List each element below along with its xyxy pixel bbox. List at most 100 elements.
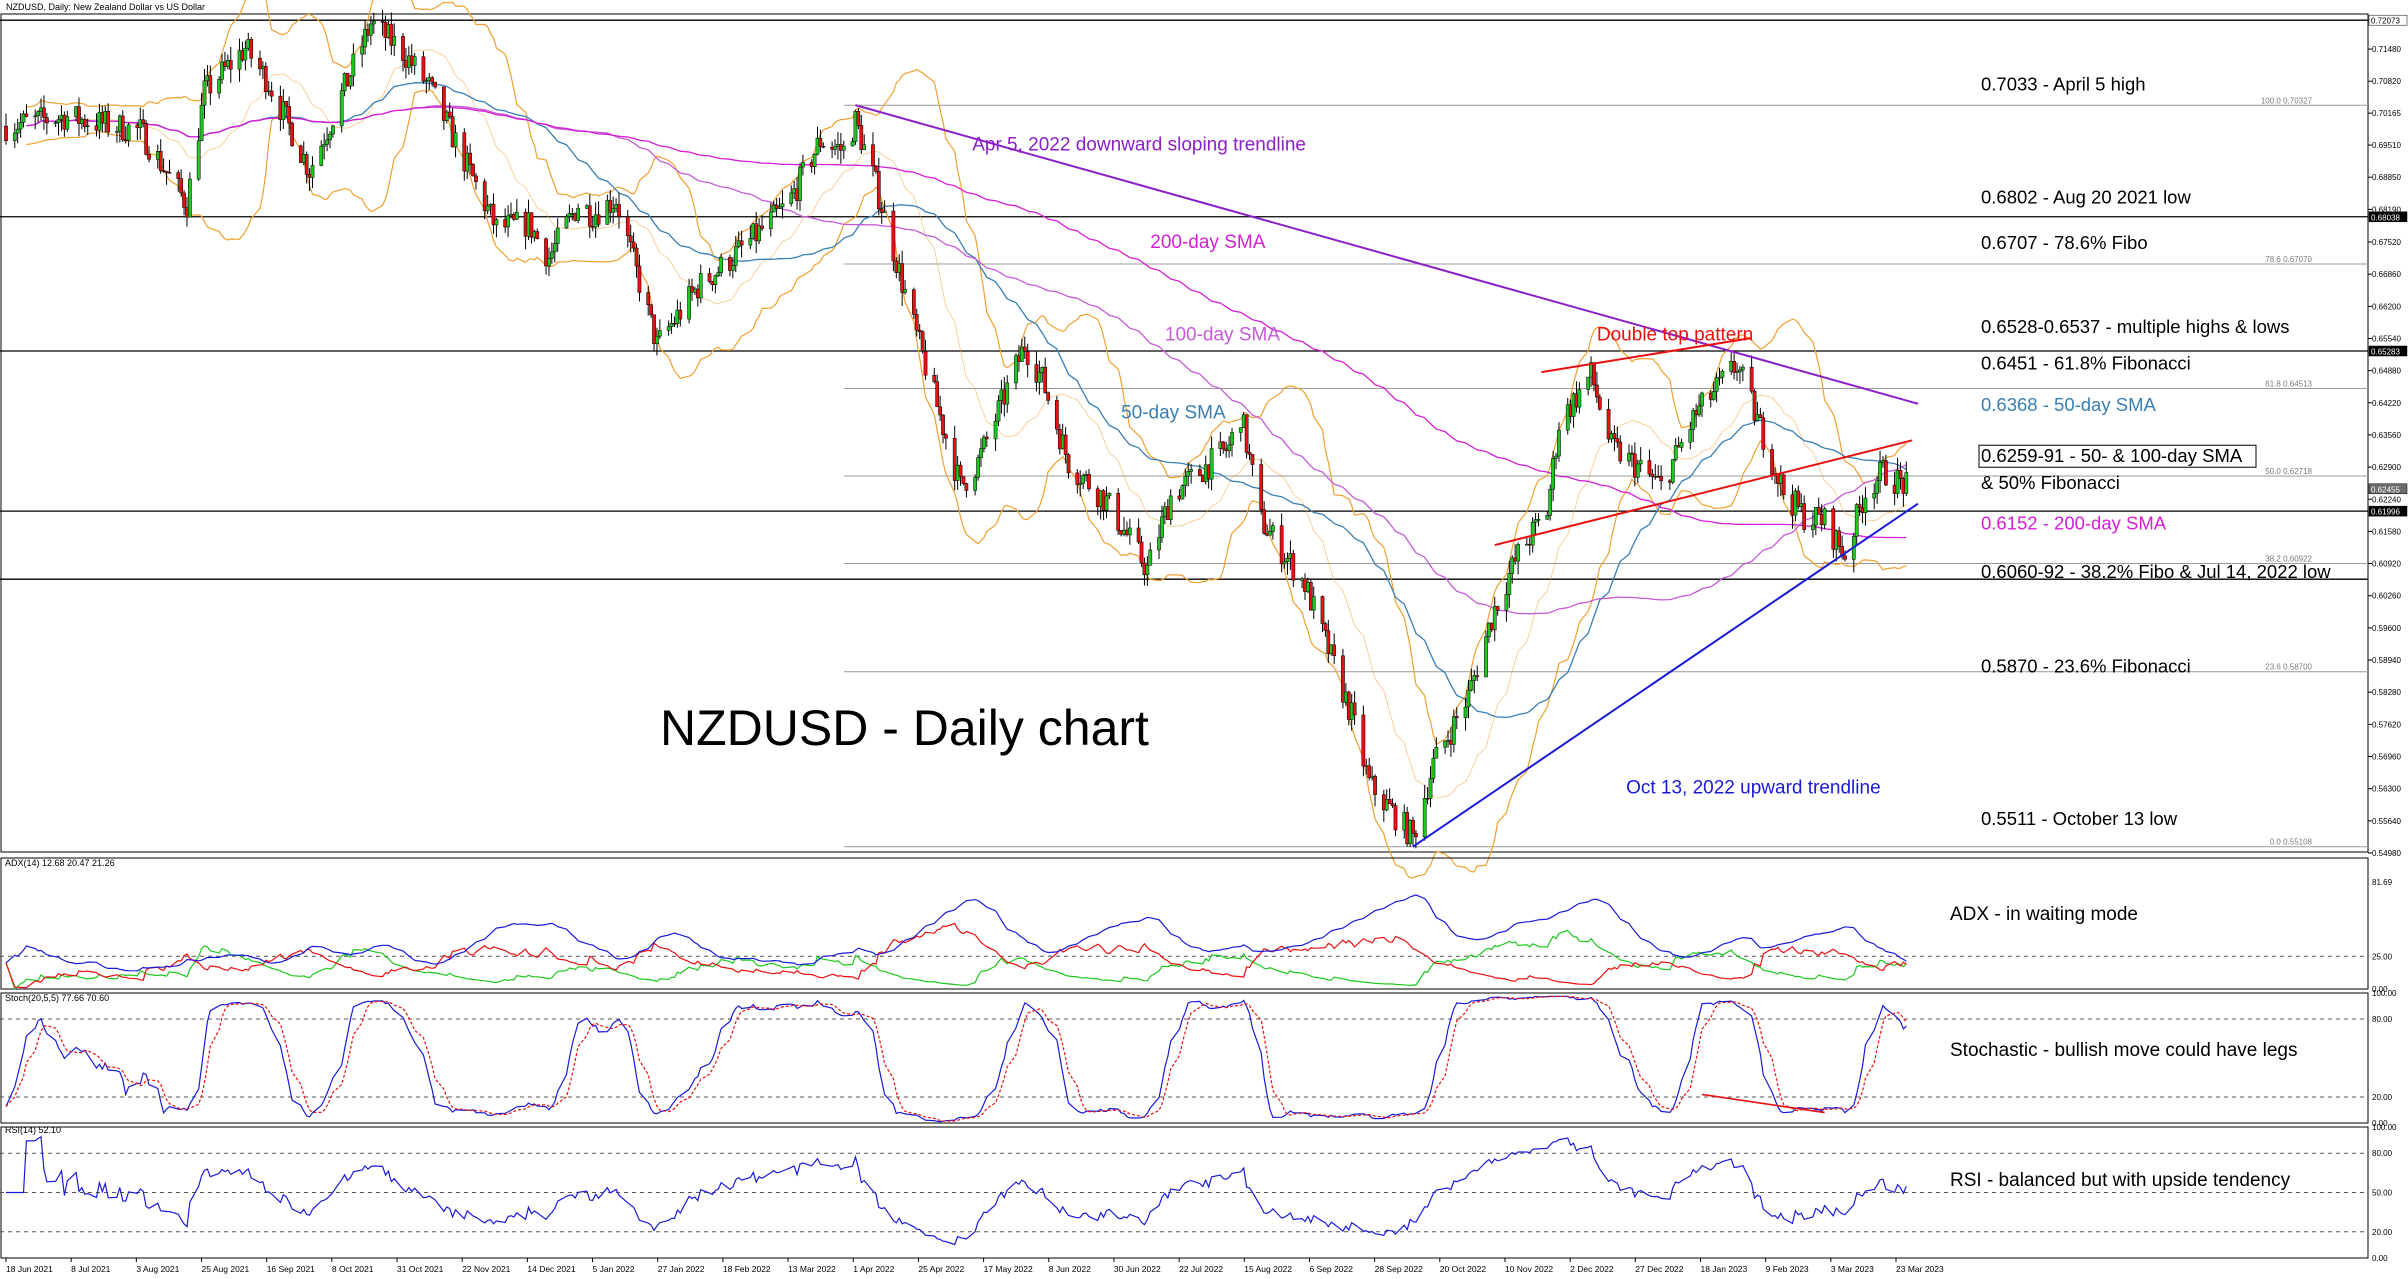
candle-body bbox=[876, 171, 881, 210]
candle-body bbox=[1384, 799, 1389, 811]
candle-body bbox=[1341, 655, 1345, 703]
candle-body bbox=[552, 243, 557, 253]
candle-body bbox=[1738, 369, 1742, 372]
candle-body bbox=[1160, 516, 1164, 538]
candle-body bbox=[1443, 740, 1447, 748]
candle-body bbox=[1691, 410, 1696, 430]
candle-body bbox=[1139, 541, 1144, 564]
candle-body bbox=[1898, 470, 1903, 479]
x-tick-label: 2 Dec 2022 bbox=[1570, 1264, 1614, 1274]
price-tick-label: 0.59600 bbox=[2372, 624, 2401, 633]
candle-body bbox=[1863, 497, 1868, 513]
candle-body bbox=[1530, 521, 1535, 546]
fibonacci-label-61-8: 61.8 0.64513 bbox=[2265, 380, 2312, 389]
chart-header-title: NZDUSD, Daily: New Zealand Dollar vs US … bbox=[6, 2, 205, 12]
candle-body bbox=[1904, 472, 1909, 494]
candle-body bbox=[1495, 606, 1500, 611]
level-label: 0.6259-91 - 50- & 100-day SMA bbox=[1981, 445, 2243, 466]
x-tick-label: 20 Oct 2022 bbox=[1440, 1264, 1487, 1274]
sma-200-line bbox=[26, 106, 1907, 539]
level-label: 0.7033 - April 5 high bbox=[1981, 73, 2146, 94]
candle-body bbox=[1454, 716, 1459, 719]
stochastic-title: Stoch(20,5,5) 77.66 70.60 bbox=[5, 993, 109, 1003]
candle-body bbox=[993, 420, 998, 440]
candle-body bbox=[1615, 438, 1620, 443]
candle-body bbox=[1180, 485, 1185, 500]
level-label: 0.6528-0.6537 - multiple highs & lows bbox=[1981, 316, 2290, 337]
candle-body bbox=[141, 119, 146, 124]
x-tick-label: 27 Dec 2022 bbox=[1635, 1264, 1683, 1274]
candle-body bbox=[82, 119, 87, 127]
candle-body bbox=[360, 46, 364, 55]
level-label: 0.6451 - 61.8% Fibonacci bbox=[1981, 353, 2191, 374]
candle-body bbox=[453, 132, 458, 148]
level-label: 0.5870 - 23.6% Fibonacci bbox=[1981, 656, 2191, 677]
candle-body bbox=[1548, 488, 1553, 516]
candle-body bbox=[728, 257, 732, 271]
candle-body bbox=[1282, 561, 1287, 565]
candle-body bbox=[833, 146, 837, 150]
price-tag-label: 0.68038 bbox=[2371, 213, 2400, 222]
price-tick-label: 0.66200 bbox=[2372, 302, 2401, 311]
price-tick-label: 0.71480 bbox=[2372, 45, 2401, 54]
candle-body bbox=[719, 257, 724, 273]
candle-body bbox=[1475, 675, 1480, 678]
candle-body bbox=[964, 483, 969, 491]
candle-body bbox=[424, 80, 429, 82]
fibonacci-label-50-0: 50.0 0.62718 bbox=[2265, 467, 2312, 476]
candle-body bbox=[1554, 455, 1558, 459]
candle-body bbox=[1168, 495, 1173, 520]
candle-body bbox=[65, 116, 70, 130]
candle-body bbox=[1796, 490, 1801, 507]
candle-body bbox=[1752, 390, 1757, 421]
candle-body bbox=[698, 273, 703, 299]
candle-body bbox=[328, 133, 332, 141]
candle-body bbox=[1452, 716, 1456, 745]
candle-body bbox=[1472, 675, 1477, 681]
price-tag bbox=[2368, 14, 2408, 26]
candle-body bbox=[1387, 799, 1392, 805]
candle-body bbox=[290, 122, 294, 147]
candle-body bbox=[655, 335, 659, 345]
candle-body bbox=[158, 151, 163, 171]
candle-body bbox=[263, 65, 268, 93]
candle-body bbox=[1414, 832, 1418, 838]
candle-body bbox=[637, 265, 642, 293]
adx-label: ADX - in waiting mode bbox=[1950, 904, 2138, 925]
candle-body bbox=[1492, 606, 1497, 631]
candle-body bbox=[678, 309, 683, 320]
rsi-tick-label: 50.00 bbox=[2372, 1189, 2393, 1198]
rsi-tick-label: 20.00 bbox=[2372, 1228, 2393, 1237]
candle-body bbox=[707, 273, 712, 282]
candle-body bbox=[944, 434, 948, 439]
candle-body bbox=[462, 132, 467, 172]
candle-body bbox=[15, 128, 20, 134]
candle-body bbox=[1872, 493, 1877, 499]
main-price-panel: 100.0 0.70327 78.6 0.67070 61.8 0.64513 50.… bbox=[0, 0, 2408, 879]
candle-body bbox=[1262, 509, 1266, 534]
candle-body bbox=[1431, 757, 1436, 779]
candle-body bbox=[731, 265, 735, 271]
candle-body bbox=[412, 56, 417, 66]
candle-body bbox=[1770, 449, 1774, 475]
adx-tick-label: 25.00 bbox=[2372, 952, 2393, 961]
candle-body bbox=[1014, 355, 1018, 384]
annotation-200-day-sma: 200-day SMA bbox=[1150, 232, 1265, 253]
x-tick-label: 14 Dec 2021 bbox=[527, 1264, 575, 1274]
stochastic-label: Stochastic - bullish move could have leg… bbox=[1950, 1040, 2297, 1061]
candle-body bbox=[923, 351, 928, 376]
candle-body bbox=[634, 247, 639, 267]
candle-body bbox=[1411, 820, 1415, 834]
x-tick-label: 1 Apr 2022 bbox=[853, 1264, 894, 1274]
candle-body bbox=[1271, 525, 1275, 532]
candle-body bbox=[1714, 377, 1719, 392]
candle-body bbox=[24, 113, 29, 117]
candle-body bbox=[304, 154, 309, 175]
candle-body bbox=[1373, 775, 1377, 795]
candle-body bbox=[917, 329, 922, 332]
x-tick-label: 3 Aug 2021 bbox=[136, 1264, 179, 1274]
candle-body bbox=[1802, 503, 1807, 530]
candle-body bbox=[812, 153, 817, 168]
